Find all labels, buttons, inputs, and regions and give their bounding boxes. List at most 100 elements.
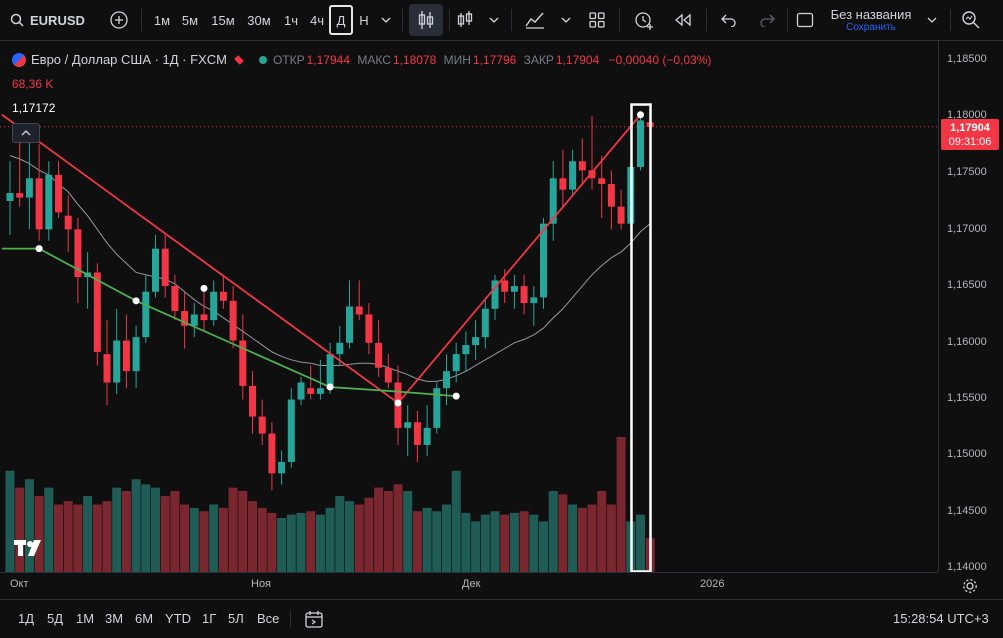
range-ytd[interactable]: YTD [165,611,191,626]
calendar-icon [305,611,323,628]
candle-body [540,223,547,298]
drawing-anchor-point [35,245,43,253]
chart-pane[interactable] [0,41,938,572]
y-tick: 1,16000 [947,336,987,348]
interval-1w[interactable]: Н [359,12,369,28]
interval-1h[interactable]: 1ч [283,12,298,28]
range-1d[interactable]: 1Д [18,611,35,626]
symbol-search[interactable]: EURUSD [10,0,88,40]
layout-dropdown[interactable] [922,0,942,40]
range-1y[interactable]: 1Г [202,611,217,626]
volume-bar [5,470,15,572]
intervals-dropdown[interactable] [376,0,396,40]
volume-bar [170,491,180,572]
volume-bar [257,507,267,572]
candle-body [297,382,305,400]
range-all[interactable]: Все [257,611,280,626]
tradingview-logo[interactable] [14,540,48,561]
undo-icon [721,14,736,27]
volume-bar [616,437,626,572]
flag-marker-icon[interactable] [234,54,244,65]
replay-button[interactable] [670,0,696,40]
save-label: Сохранить [846,21,896,33]
indicator-button[interactable] [453,0,477,40]
volume-bar [44,487,54,572]
price-chart [0,103,938,572]
collapse-legend-button[interactable] [12,123,40,143]
interval-30m[interactable]: 30м [247,12,271,28]
market-status-icon[interactable] [258,55,267,64]
bars-icon [457,11,473,27]
candle-body [287,399,295,462]
candle-body [64,215,72,230]
candles-chart-type-button[interactable] [409,4,443,36]
volume-bar [403,491,413,572]
interval-15m[interactable]: 15м [211,12,235,28]
range-1m[interactable]: 1М [76,611,95,626]
range-5y[interactable]: 5Л [228,611,244,626]
price-axis[interactable]: 1,18500 1,18000 1,17500 1,17000 1,16500 … [938,41,1003,573]
y-tick: 1,15000 [947,448,987,460]
candle-body [93,272,101,352]
volume-bar [548,491,558,572]
layout-name-button[interactable]: Без названия Сохранить [822,0,920,40]
time-axis[interactable]: Окт Ноя Дек 2026 [0,572,938,599]
templates-button[interactable] [584,0,610,40]
candle-body [375,342,383,368]
clock-timezone[interactable]: 15:28:54 UTC+3 [893,611,989,626]
chart-type-dropdown[interactable] [484,0,504,40]
volume-bar [451,470,461,572]
volume-bar [306,511,316,572]
volume-bar [442,504,451,572]
volume-bar [509,512,519,572]
candle-body [55,174,62,213]
volume-bar [160,496,170,572]
trend-line-green [2,247,457,398]
volume-bar [151,487,160,572]
y-tick: 1,14000 [947,561,987,573]
candle-body [443,371,450,389]
chevron-down-icon [489,17,499,23]
layout-button[interactable] [793,0,817,40]
candle-body [355,306,363,315]
range-6m[interactable]: 6М [135,611,154,626]
candle-body [413,422,421,445]
candle-body [16,193,24,198]
indicators-dropdown[interactable] [556,0,576,40]
alert-button[interactable] [630,0,658,40]
range-3m[interactable]: 3М [105,611,124,626]
volume-bar [519,511,529,572]
candle-body [258,416,266,434]
indicators-button[interactable] [520,0,550,40]
chart-legend: Евро / Доллар США · 1Д · FXCM ОТКР 1,1794… [12,52,715,67]
axis-settings-button[interactable] [962,578,978,599]
volume-bar [345,501,354,572]
interval-4h[interactable]: 4ч [309,12,324,28]
candle-body [549,178,557,224]
interval-1m[interactable]: 1м [153,12,171,28]
add-circle-icon [110,11,128,29]
layout-name: Без названия [830,6,912,22]
candle-body [578,161,586,171]
candle-body [268,433,276,474]
volume-bar [63,501,73,572]
redo-button[interactable] [754,0,780,40]
candle-body [200,314,208,321]
undo-button[interactable] [716,0,742,40]
candle-body [307,388,315,394]
candle-body [161,248,169,287]
y-tick: 1,16500 [947,279,987,291]
quick-search-button[interactable] [958,0,984,40]
interval-1d[interactable]: Д [329,5,353,35]
volume-bar [228,487,238,572]
go-to-date-button[interactable] [304,609,324,634]
range-5d[interactable]: 5Д [47,611,64,626]
volume-bar [92,504,102,572]
highlight-rectangle [630,103,652,572]
compare-button[interactable] [106,0,132,40]
candle-body [229,300,237,341]
volume-bar [180,504,190,572]
x-tick: Окт [10,578,29,590]
interval-5m[interactable]: 5м [181,12,199,28]
candle-body [152,248,159,292]
